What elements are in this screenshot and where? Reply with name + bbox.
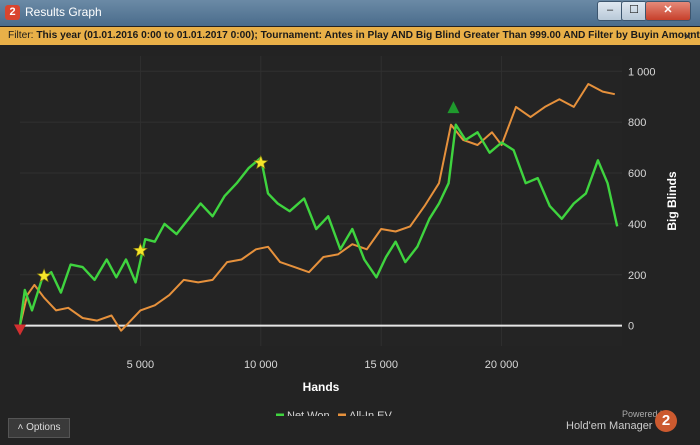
legend-all-in-ev-label: All-In EV (349, 410, 392, 416)
x-axis-title: Hands (303, 380, 340, 394)
triangle-down-marker (14, 324, 26, 336)
options-label: Options (26, 422, 61, 433)
y-axis-title: Big Blinds (665, 171, 679, 231)
minimize-button[interactable]: – (597, 1, 623, 21)
filter-description: Filter: This year (01.01.2016 0:00 to 01… (8, 30, 700, 41)
window-title: Results Graph (25, 5, 102, 19)
y-tick-label: 600 (628, 168, 646, 180)
brand-logo-icon: 2 (655, 410, 677, 432)
brand-name: Hold'em Manager (566, 420, 653, 432)
all-in-ev-line (19, 83, 616, 332)
legend-net-won-label: Net Won (287, 410, 330, 416)
y-tick-label: 200 (628, 270, 646, 282)
star-marker (36, 268, 52, 283)
filter-close-icon[interactable]: ✕ (683, 31, 693, 43)
x-tick-label: 10 000 (244, 359, 278, 371)
net-won-line (18, 123, 619, 326)
plot-area (20, 56, 622, 346)
powered-by-label: Powered by (622, 409, 670, 419)
filter-value: This year (01.01.2016 0:00 to 01.01.2017… (36, 30, 700, 41)
star-marker (132, 242, 148, 257)
filter-bar[interactable]: Filter: This year (01.01.2016 0:00 to 01… (0, 27, 700, 45)
x-tick-label: 15 000 (364, 359, 398, 371)
x-tick-label: 20 000 (485, 359, 519, 371)
title-bar[interactable]: 2 Results Graph – ☐ ✕ (0, 0, 700, 26)
y-tick-label: 400 (628, 219, 646, 231)
maximize-button[interactable]: ☐ (621, 1, 647, 21)
app-logo-icon: 2 (5, 5, 20, 20)
results-chart: 0 200 400 600 800 1 000 5 000 10 000 15 000 20 00… (14, 56, 679, 416)
y-tick-label: 0 (628, 321, 634, 333)
triangle-up-marker (447, 101, 460, 114)
star-marker (253, 154, 269, 170)
chevron-up-icon: ˄ (17, 422, 24, 433)
options-button[interactable]: ˄ Options (8, 418, 70, 438)
y-tick-label: 1 000 (628, 66, 656, 78)
x-tick-label: 5 000 (127, 359, 155, 371)
filter-label: Filter: (8, 30, 34, 41)
close-button[interactable]: ✕ (645, 1, 691, 21)
y-tick-label: 800 (628, 117, 646, 129)
